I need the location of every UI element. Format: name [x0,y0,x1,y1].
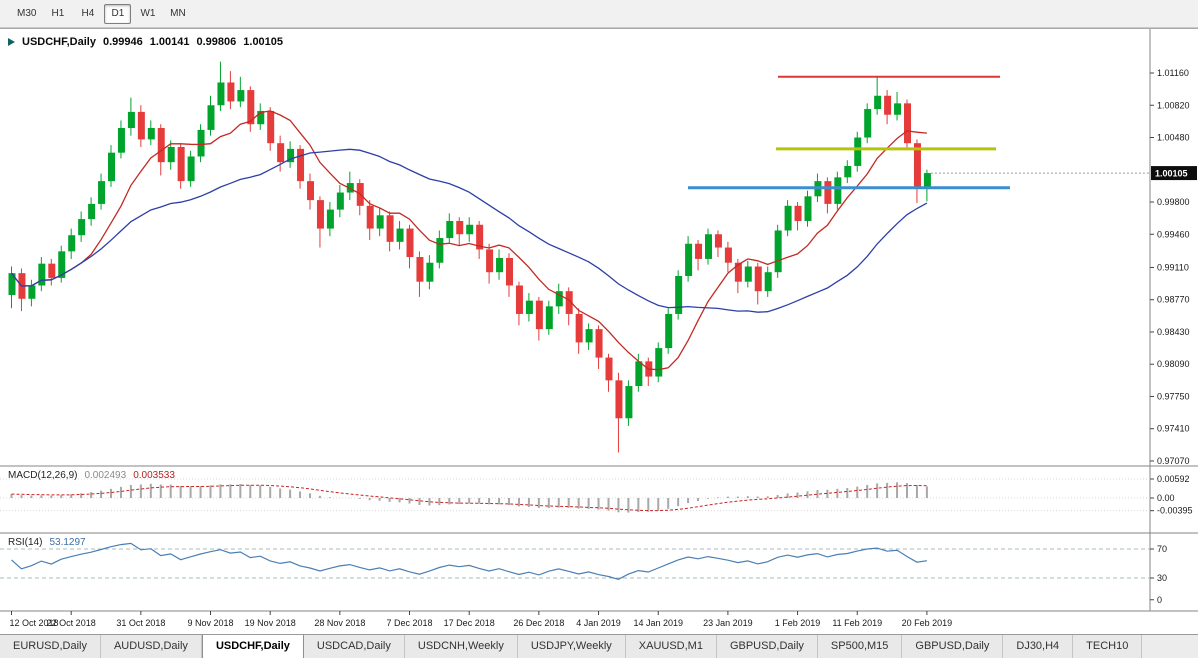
pane-grid [0,29,1198,612]
chart-tab-xauusd-m1[interactable]: XAUUSD,M1 [625,635,717,658]
price-axis-label: 1.00820 [1157,100,1190,110]
chart-tab-audusd-daily[interactable]: AUDUSD,Daily [100,635,202,658]
macd-axis-label: 0.00 [1157,493,1175,503]
chart-tab-usdjpy-weekly[interactable]: USDJPY,Weekly [517,635,626,658]
price-axis-label: 0.98430 [1157,327,1190,337]
ma-fast-line [10,110,927,371]
rsi-line [11,542,927,580]
ma-slow-line [10,148,928,313]
date-label: 26 Dec 2018 [513,618,564,628]
current-price-label: 1.00105 [1155,169,1188,179]
chart-window: USDCHF,Daily 0.99946 1.00141 0.99806 1.0… [0,28,1198,634]
price-axis-label: 1.00480 [1157,133,1190,143]
rsi-axis-label: 30 [1157,573,1167,583]
timeframe-button-h4[interactable]: H4 [81,7,95,19]
price-axis-label: 0.97410 [1157,424,1190,434]
timeframe-button-w1[interactable]: W1 [140,7,156,19]
price-axis-label: 0.99460 [1157,229,1190,239]
candlesticks [8,61,931,453]
price-axis-label: 0.98770 [1157,295,1190,305]
chart-tab-gbpusd-daily[interactable]: GBPUSD,Daily [902,635,1004,658]
chart-canvas[interactable]: 0.005920.00-0.00395703001.011601.008201.… [0,29,1198,635]
price-axis-label: 0.98090 [1157,359,1190,369]
date-label: 28 Nov 2018 [314,618,365,628]
date-label: 22 Oct 2018 [47,618,96,628]
price-axis-label: 1.01160 [1157,68,1189,78]
timeframe-button-m30[interactable]: M30 [17,7,37,19]
macd-signal-line [11,484,927,512]
date-label: 23 Jan 2019 [703,618,753,628]
date-label: 4 Jan 2019 [576,618,621,628]
chart-tab-gbpusd-daily[interactable]: GBPUSD,Daily [716,635,818,658]
date-label: 17 Dec 2018 [444,618,495,628]
timeframe-button-d1[interactable]: D1 [104,3,132,24]
date-label: 19 Nov 2018 [245,618,296,628]
current-price-box [1151,166,1197,181]
timeframe-button-mn[interactable]: MN [170,7,186,19]
macd-axis-label: 0.00592 [1157,474,1190,484]
date-label: 14 Jan 2019 [633,618,683,628]
chart-tab-usdcnh-weekly[interactable]: USDCNH,Weekly [404,635,518,658]
date-label: 12 Oct 2018 [9,618,58,628]
rsi-pane: 70 30 0 [0,542,1167,605]
date-label: 20 Feb 2019 [902,618,953,628]
chart-tab-tech10[interactable]: TECH10 [1073,635,1143,658]
timeframe-toolbar: M30 H1 H4 D1 W1 MN [0,0,1198,28]
rsi-axis-label: 70 [1157,544,1167,554]
chart-tabbar: EURUSD,Daily AUDUSD,Daily USDCHF,Daily USDC… [0,634,1198,658]
price-axis[interactable]: 1.01160 1.00820 1.00480 0.99800 0.99460 0.991… [930,68,1197,466]
macd-pane: 0.00592 0.00 -0.00395 [0,474,1193,516]
moving-averages [10,110,928,371]
price-axis-label: 0.97070 [1157,456,1190,466]
date-label: 7 Dec 2018 [386,618,432,628]
rsi-axis-label: 0 [1157,595,1162,605]
date-label: 11 Feb 2019 [832,618,882,628]
drawn-hlines[interactable] [688,75,1010,190]
price-axis-label: 0.99110 [1157,262,1189,272]
chart-tab-usdcad-daily[interactable]: USDCAD,Daily [303,635,405,658]
macd-axis-label: -0.00395 [1157,506,1193,516]
price-axis-label: 0.97750 [1157,391,1190,401]
chart-tab-sp500-m15[interactable]: SP500,M15 [817,635,903,658]
timeframe-button-h1[interactable]: H1 [51,7,65,19]
price-axis-label: 0.99800 [1157,197,1190,207]
date-label: 1 Feb 2019 [775,618,821,628]
date-label: 9 Nov 2018 [187,618,233,628]
date-label: 31 Oct 2018 [116,618,165,628]
chart-tab-eurusd-daily[interactable]: EURUSD,Daily [0,635,101,658]
chart-tab-dj30-h4[interactable]: DJ30,H4 [1003,635,1074,658]
chart-tab-usdchf-daily[interactable]: USDCHF,Daily [201,635,304,658]
